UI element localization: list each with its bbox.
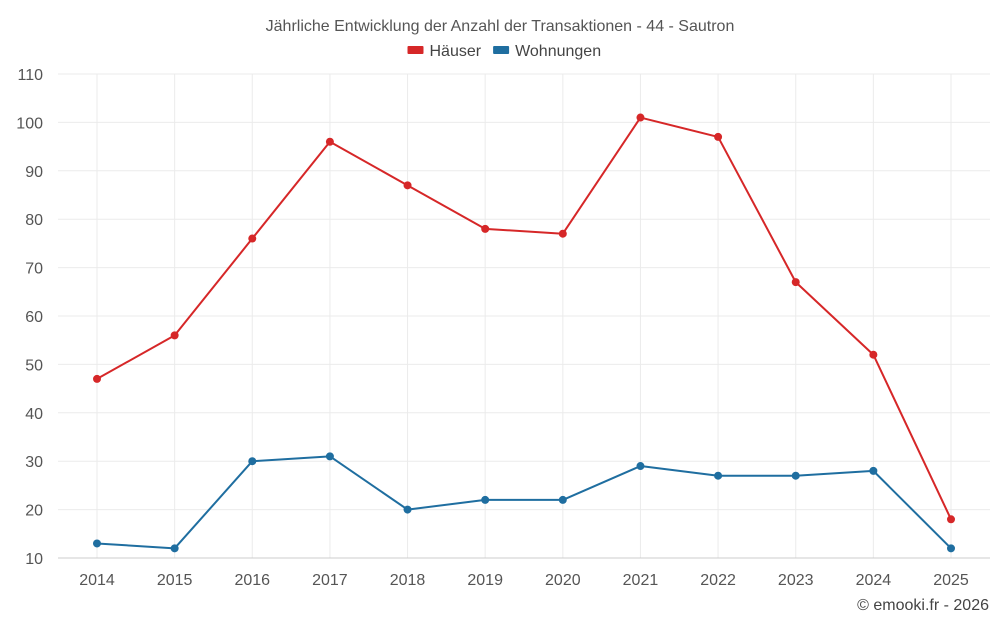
data-point: [791, 278, 800, 287]
x-tick-label: 2020: [545, 572, 581, 589]
grid: [58, 73, 990, 559]
y-tick-label: 100: [16, 115, 43, 132]
data-point: [403, 181, 412, 190]
data-point: [93, 374, 101, 383]
y-tick-label: 110: [17, 67, 43, 84]
y-tick-label: 40: [25, 406, 43, 423]
data-point: [170, 544, 179, 553]
series-haeuser: [93, 113, 955, 524]
x-axis: 2014 2015 2016 2017 2018 2019 2020 2021 2022 2023…: [58, 557, 990, 589]
y-tick-label: 70: [25, 261, 43, 278]
legend-label: Wohnungen: [515, 43, 601, 60]
data-point: [325, 452, 334, 461]
y-tick-label: 80: [25, 212, 43, 229]
data-point: [636, 113, 645, 122]
legend-label: Häuser: [430, 43, 482, 60]
x-tick-label: 2016: [234, 572, 270, 589]
series-wohnungen: [93, 452, 955, 553]
credit-text: © emooki.fr - 2026: [857, 597, 989, 614]
data-point: [248, 234, 257, 243]
legend-swatch: [493, 46, 510, 54]
data-point: [481, 495, 490, 504]
y-tick-label: 30: [25, 454, 43, 471]
data-point: [636, 462, 645, 471]
series-layer: [93, 113, 955, 553]
series-line: [96, 455, 952, 550]
data-point: [248, 457, 257, 466]
data-point: [558, 229, 567, 238]
data-point: [170, 331, 179, 340]
legend-item: Wohnungen: [493, 43, 601, 60]
data-point: [791, 471, 800, 480]
data-point: [403, 505, 412, 514]
x-tick-label: 2024: [856, 572, 892, 589]
y-tick-label: 20: [25, 503, 43, 520]
data-point: [481, 224, 490, 233]
legend-swatch: [407, 46, 424, 54]
data-point: [947, 515, 955, 524]
x-tick-label: 2014: [79, 572, 115, 589]
data-point: [869, 466, 878, 475]
x-tick-label: 2023: [778, 572, 814, 589]
legend-item: Häuser: [407, 43, 482, 60]
x-tick-label: 2025: [933, 572, 969, 589]
y-tick-label: 10: [25, 551, 43, 568]
data-point: [947, 544, 955, 553]
x-tick-label: 2021: [623, 572, 659, 589]
data-point: [93, 539, 101, 548]
y-tick-label: 50: [25, 357, 43, 374]
y-tick-label: 60: [25, 309, 43, 326]
data-point: [714, 132, 723, 141]
x-tick-label: 2018: [390, 572, 426, 589]
data-point: [558, 495, 567, 504]
x-tick-label: 2017: [312, 572, 348, 589]
data-point: [714, 471, 723, 480]
x-tick-label: 2022: [700, 572, 736, 589]
x-tick-label: 2015: [157, 572, 193, 589]
legend: Häuser Wohnungen: [407, 43, 601, 60]
series-line: [96, 116, 952, 520]
y-tick-label: 90: [25, 164, 43, 181]
data-point: [869, 350, 878, 359]
data-point: [325, 137, 334, 146]
chart-title: Jährliche Entwicklung der Anzahl der Tra…: [266, 18, 735, 35]
x-tick-label: 2019: [467, 572, 503, 589]
y-axis: 10 20 30 40 50 60 70 80 90 100 110: [16, 67, 43, 568]
